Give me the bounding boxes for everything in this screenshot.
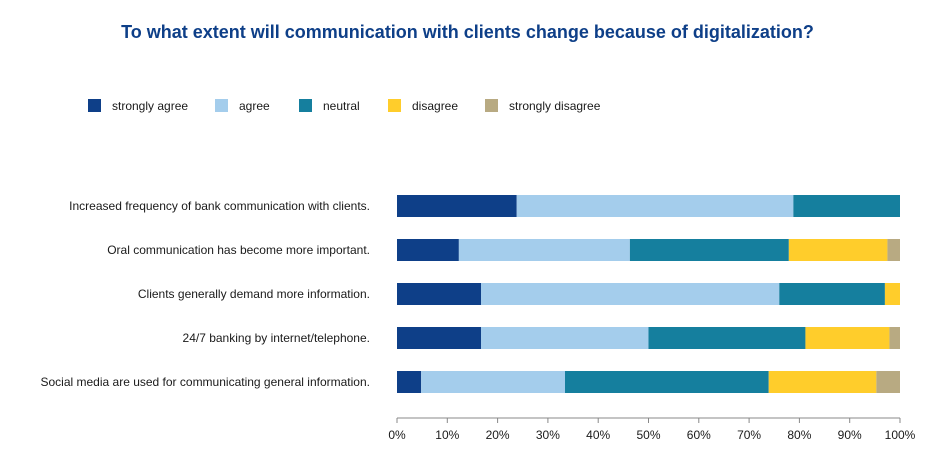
category-label: Social media are used for communicating … (40, 375, 370, 389)
bar-segment-agree (481, 283, 780, 305)
bar-segment-strongly-agree (397, 371, 422, 393)
bar-segment-agree (458, 239, 630, 261)
bar-segment-neutral (565, 371, 769, 393)
x-tick-label: 70% (737, 428, 761, 442)
legend-label-agree: agree (239, 99, 270, 113)
category-label: Clients generally demand more informatio… (138, 287, 370, 301)
bar-segment-disagree (805, 327, 890, 349)
legend-label-strongly-agree: strongly agree (112, 99, 189, 113)
x-tick-label: 20% (486, 428, 510, 442)
x-tick-label: 40% (586, 428, 610, 442)
bar-segment-agree (421, 371, 566, 393)
x-tick-label: 80% (787, 428, 811, 442)
bar-segment-neutral (793, 195, 900, 217)
bar-segment-strongly-agree (397, 195, 517, 217)
x-tick-label: 10% (435, 428, 459, 442)
x-tick-label: 50% (636, 428, 660, 442)
legend-swatch-disagree (388, 99, 401, 112)
bar-segment-neutral (629, 239, 789, 261)
bar-segment-disagree (768, 371, 877, 393)
bar-segment-strongly-disagree (889, 327, 900, 349)
bar-segment-disagree (884, 283, 900, 305)
bar-segment-agree (516, 195, 794, 217)
x-tick-label: 0% (388, 428, 406, 442)
bar-segment-strongly-agree (397, 283, 482, 305)
category-label: Oral communication has become more impor… (107, 243, 370, 257)
x-tick-label: 100% (885, 428, 916, 442)
legend-label-strongly-disagree: strongly disagree (509, 99, 601, 113)
legend-swatch-strongly-agree (88, 99, 101, 112)
category-label: Increased frequency of bank communicatio… (69, 199, 370, 213)
legend-swatch-neutral (299, 99, 312, 112)
bar-segment-neutral (648, 327, 806, 349)
bar-segment-neutral (779, 283, 885, 305)
bar-segment-strongly-agree (397, 327, 482, 349)
chart-title: To what extent will communication with c… (121, 22, 814, 42)
category-label: 24/7 banking by internet/telephone. (183, 331, 370, 345)
legend-swatch-agree (215, 99, 228, 112)
bar-segment-strongly-disagree (876, 371, 900, 393)
legend-swatch-strongly-disagree (485, 99, 498, 112)
bar-segment-strongly-agree (397, 239, 459, 261)
x-tick-label: 60% (687, 428, 711, 442)
bar-segment-strongly-disagree (887, 239, 900, 261)
legend-label-disagree: disagree (412, 99, 459, 113)
legend-label-neutral: neutral (323, 99, 360, 113)
x-tick-label: 30% (536, 428, 560, 442)
x-tick-label: 90% (838, 428, 862, 442)
bar-segment-agree (481, 327, 649, 349)
bar-segment-disagree (788, 239, 888, 261)
